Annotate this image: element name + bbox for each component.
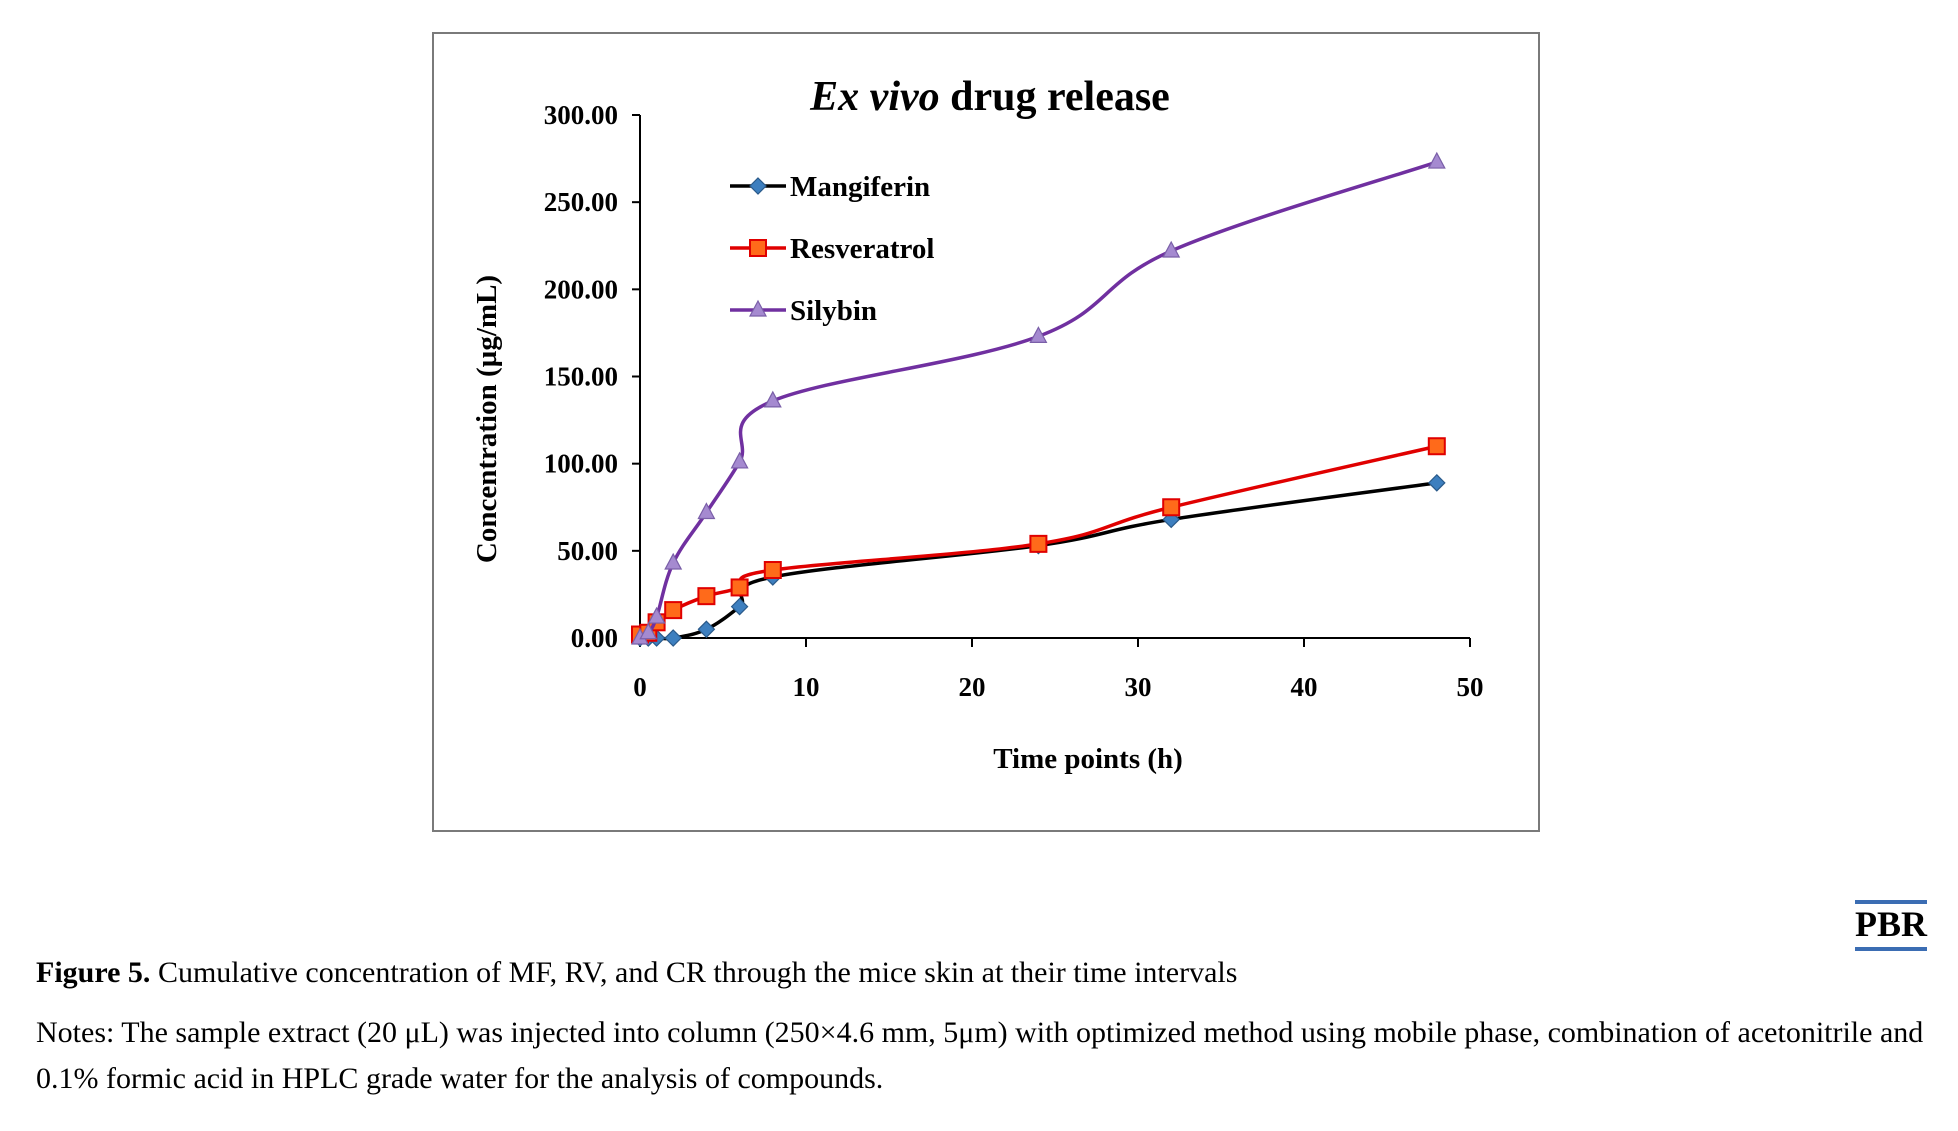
data-point-silybin [1162, 240, 1181, 258]
x-tick-label: 20 [959, 672, 986, 702]
data-point-silybin [730, 451, 749, 469]
series-layer [631, 151, 1446, 647]
data-point-mangiferin [697, 620, 716, 639]
data-point-silybin [1029, 326, 1048, 344]
data-point-mangiferin [1427, 473, 1446, 492]
y-tick-label: 50.00 [557, 536, 618, 566]
chart-title: Ex vivo drug release [809, 74, 1170, 120]
legend-label-resveratrol: Resveratrol [790, 233, 934, 265]
series-resveratrol [631, 437, 1446, 644]
x-tick-label: 50 [1457, 672, 1484, 702]
legend: Mangiferin Resveratrol Silybin [730, 171, 934, 327]
data-point-resveratrol [730, 578, 749, 597]
legend-label-silybin: Silybin [790, 295, 877, 327]
x-axis-title: Time points (h) [993, 743, 1183, 775]
y-tick-label: 300.00 [544, 100, 618, 130]
series-mangiferin [631, 473, 1446, 647]
x-tick-label: 40 [1291, 672, 1318, 702]
y-tick-label: 250.00 [544, 187, 618, 217]
legend-marker-resveratrol [749, 239, 767, 257]
data-point-resveratrol [763, 561, 782, 580]
series-silybin [631, 151, 1446, 645]
data-point-resveratrol [664, 601, 683, 620]
y-tick-label: 0.00 [571, 623, 618, 653]
y-tick-label: 200.00 [544, 274, 618, 304]
data-point-resveratrol [697, 587, 716, 606]
data-point-silybin [639, 622, 658, 640]
y-tick-label: 150.00 [544, 362, 618, 392]
legend-marker-silybin [749, 299, 767, 317]
data-point-silybin [1427, 151, 1446, 169]
axes: 0.00 50.00 100.00 150.00 200.00 250.00 300.00 0… [544, 100, 1484, 702]
data-point-silybin [647, 606, 666, 624]
caption-text: Cumulative concentration of MF, RV, and … [150, 956, 1238, 989]
data-point-resveratrol [1162, 498, 1181, 517]
data-point-mangiferin [664, 629, 683, 647]
data-point-resveratrol [1029, 534, 1048, 553]
chart-frame: Ex vivo drug release 0.00 50.00 100.00 150.… [432, 32, 1540, 832]
figure-notes: Notes: The sample extract (20 μL) was in… [36, 1016, 1924, 1095]
y-tick-label: 100.00 [544, 449, 618, 479]
line-chart: Ex vivo drug release 0.00 50.00 100.00 150.… [471, 74, 1484, 775]
journal-logo: PBR [1855, 900, 1927, 951]
data-point-silybin [664, 552, 683, 570]
legend-label-mangiferin: Mangiferin [790, 171, 930, 203]
y-axis-title: Concentration (µg/mL) [471, 275, 503, 563]
chart-title-rest: drug release [940, 74, 1170, 120]
x-tick-label: 0 [633, 672, 647, 702]
series-line-silybin [639, 160, 1438, 640]
x-tick-label: 30 [1125, 672, 1152, 702]
series-line-mangiferin [640, 481, 1438, 641]
legend-item-mangiferin: Mangiferin [730, 171, 930, 203]
data-point-silybin [763, 390, 782, 408]
figure-label: Figure 5. [36, 956, 151, 989]
data-point-silybin [697, 502, 716, 520]
data-point-mangiferin [730, 597, 749, 616]
legend-marker-mangiferin [749, 177, 767, 195]
legend-item-resveratrol: Resveratrol [730, 233, 934, 265]
figure-caption: Figure 5. Cumulative concentration of MF… [36, 950, 1936, 996]
legend-item-silybin: Silybin [730, 295, 877, 327]
chart-title-italic: Ex vivo [809, 74, 939, 120]
x-tick-label: 10 [793, 672, 820, 702]
data-point-resveratrol [1427, 437, 1446, 456]
